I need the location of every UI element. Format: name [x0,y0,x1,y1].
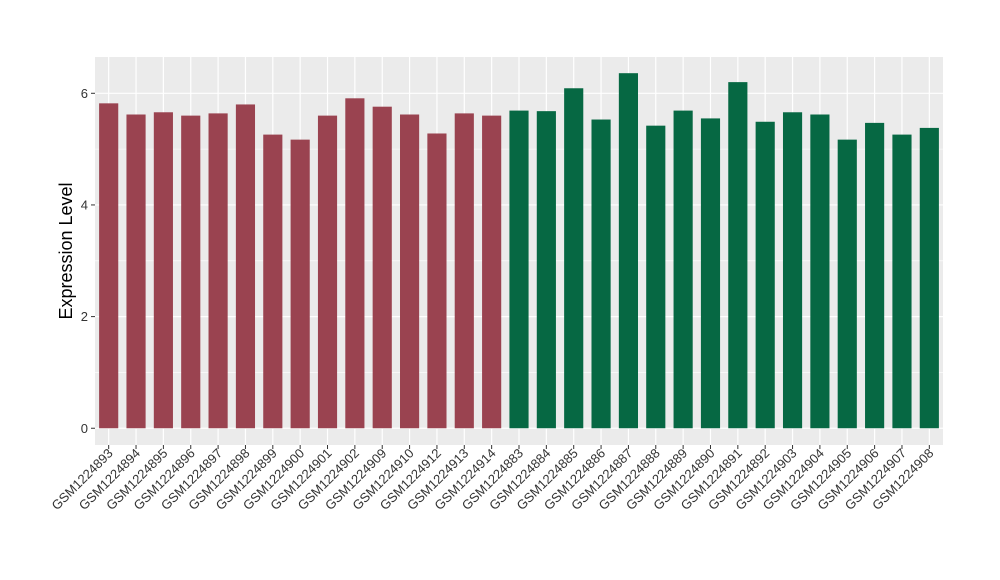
bar-GSM1224895 [153,112,173,429]
bar-GSM1224899 [263,134,283,429]
bar-GSM1224909 [372,106,392,429]
bar-GSM1224888 [646,125,666,429]
bar-GSM1224896 [181,115,201,429]
bar-GSM1224903 [782,112,803,429]
bar-GSM1224894 [126,114,146,429]
bar-GSM1224900 [290,139,310,429]
bar-GSM1224902 [345,98,365,429]
bar-GSM1224897 [208,113,228,429]
bars [99,73,939,429]
bar-GSM1224889 [673,110,693,429]
bar-GSM1224901 [317,115,338,429]
bar-GSM1224898 [235,104,256,429]
y-axis-title: Expression Level [56,182,76,319]
y-tick-label: 0 [81,421,88,436]
bar-GSM1224913 [454,113,474,429]
y-tick-label: 2 [81,309,88,324]
bar-GSM1224906 [865,122,885,429]
bar-GSM1224908 [919,127,939,429]
y-axis: 0 2 4 6 [81,86,95,436]
bar-GSM1224893 [99,103,119,429]
bar-GSM1224912 [427,133,447,429]
bar-GSM1224886 [591,119,611,429]
bar-GSM1224891 [728,82,748,429]
bar-GSM1224910 [400,114,420,429]
bar-GSM1224914 [482,115,502,429]
bar-GSM1224905 [837,139,857,429]
bar-GSM1224890 [700,118,721,429]
y-tick-label: 6 [81,86,88,101]
x-axis: GSM1224893GSM1224894GSM1224895GSM1224896… [48,445,936,513]
y-tick-label: 4 [81,197,88,212]
bar-GSM1224884 [536,111,556,429]
bar-GSM1224907 [892,134,912,429]
bar-GSM1224887 [618,73,638,429]
bar-GSM1224885 [564,88,584,429]
bar-GSM1224904 [810,114,830,429]
bar-GSM1224892 [755,121,775,429]
bar-GSM1224883 [509,110,529,429]
